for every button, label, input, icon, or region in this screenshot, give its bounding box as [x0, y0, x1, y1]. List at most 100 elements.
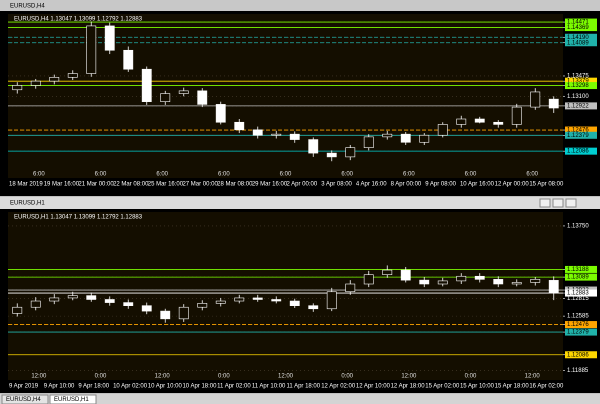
x-tick-label: 12 Apr 00:00	[495, 182, 530, 188]
x-tick-label: 9 Apr 2019	[9, 384, 39, 390]
candle-body	[289, 133, 300, 140]
tab-label[interactable]: EURUSD,H1	[54, 397, 89, 403]
y-tick-label: 1.11885	[567, 368, 589, 374]
chart-title: EURUSD,H1 1.13047 1.13099 1.12792 1.1288…	[14, 215, 143, 221]
y-tick-label: 1.14190	[567, 35, 589, 41]
candle-body	[104, 299, 115, 303]
price-box	[565, 265, 597, 273]
x-tick-label: 3 Apr 08:00	[321, 182, 352, 188]
period-label: 12:00	[278, 374, 294, 380]
period-label: 6:00	[95, 172, 107, 178]
candle-body	[234, 297, 245, 302]
price-box	[565, 33, 597, 41]
x-tick-label: 12 Apr 10:00	[356, 384, 391, 390]
y-tick-label: 1.13100	[567, 94, 589, 100]
x-tick-label: 15 Apr 02:00	[425, 384, 460, 390]
period-label: 6:00	[156, 172, 168, 178]
period-label: 12:00	[525, 374, 541, 380]
candle-body	[363, 136, 374, 148]
y-tick-label: 1.14369	[567, 25, 589, 31]
y-tick-label: 1.12379	[567, 133, 589, 139]
y-tick-label: 1.12883	[567, 291, 589, 297]
period-label: 6:00	[465, 172, 477, 178]
period-label: 12:00	[155, 374, 171, 380]
close-button[interactable]	[565, 198, 577, 208]
x-tick-label: 10 Apr 02:00	[113, 384, 148, 390]
x-tick-label: 11 Apr 10:00	[252, 384, 286, 390]
candle-body	[86, 295, 97, 300]
period-label: 0:00	[95, 374, 107, 380]
period-label: 12:00	[31, 374, 47, 380]
y-tick-label: 1.14471	[567, 20, 589, 26]
candle-body	[104, 25, 115, 51]
candle-body	[141, 305, 152, 312]
x-tick-label: 15 Apr 10:00	[460, 384, 495, 390]
price-box	[565, 273, 597, 281]
y-tick-label: 1.12086	[567, 352, 589, 358]
candle-body	[345, 147, 356, 158]
candle-body	[345, 283, 356, 293]
candle-body	[252, 129, 263, 136]
x-tick-label: 15 Apr 18:00	[495, 384, 530, 390]
candle-body	[12, 306, 23, 314]
candle-body	[271, 299, 282, 302]
x-tick-label: 2 Apr 00:00	[287, 182, 318, 188]
price-box	[565, 289, 597, 297]
price-box	[565, 351, 597, 359]
x-tick-label: 9 Apr 08:00	[425, 182, 456, 188]
y-tick-label: 1.12086	[567, 149, 589, 155]
period-label: 0:00	[465, 374, 477, 380]
x-tick-label: 19 Mar 16:00	[44, 182, 80, 188]
candle-body	[326, 152, 337, 158]
y-tick-label: 1.14089	[567, 40, 589, 46]
candle-body	[437, 280, 448, 285]
title-bar	[0, 197, 600, 209]
candle-body	[382, 269, 393, 276]
y-tick-label: 1.12922	[567, 103, 589, 109]
y-tick-label: 1.13089	[567, 275, 589, 281]
x-tick-label: 9 Apr 18:00	[78, 384, 109, 390]
price-box	[565, 126, 597, 134]
price-box	[565, 82, 597, 90]
x-tick-label: 22 Mar 08:00	[113, 182, 149, 188]
period-label: 12:00	[401, 374, 417, 380]
candle-body	[493, 279, 504, 285]
y-tick-label: 1.13298	[567, 83, 589, 89]
candle-body	[548, 280, 559, 294]
candle-body	[215, 300, 226, 304]
candle-body	[160, 93, 171, 102]
x-tick-label: 16 Apr 02:00	[529, 384, 564, 390]
candle-body	[30, 300, 41, 308]
price-box	[565, 77, 597, 85]
tab-label[interactable]: EURUSD,H4	[6, 397, 41, 403]
price-box	[565, 39, 597, 47]
x-tick-label: 27 Mar 00:00	[182, 182, 218, 188]
x-tick-label: 12 Apr 18:00	[391, 384, 426, 390]
maximize-button[interactable]	[552, 198, 564, 208]
minimize-button[interactable]	[539, 198, 551, 208]
candle-body	[493, 121, 504, 125]
candle-body	[511, 282, 522, 285]
x-tick-label: 28 Mar 08:00	[217, 182, 253, 188]
candle-body	[252, 297, 263, 300]
candle-body	[49, 297, 60, 302]
candle-body	[289, 300, 300, 306]
candle-body	[474, 275, 485, 280]
candle-body	[49, 77, 60, 82]
candle-body	[30, 80, 41, 86]
price-box	[565, 24, 597, 32]
candle-body	[123, 302, 134, 306]
tab[interactable]	[49, 394, 97, 404]
y-tick-label: 1.12476	[567, 128, 589, 134]
period-label: 6:00	[403, 172, 415, 178]
candle-body	[326, 291, 337, 310]
price-box	[565, 131, 597, 139]
tab[interactable]	[1, 394, 49, 404]
y-tick-label: 1.12585	[567, 314, 589, 320]
x-tick-label: 29 Mar 16:00	[252, 182, 288, 188]
candle-body	[197, 90, 208, 105]
candle-body	[12, 85, 23, 91]
x-tick-label: 25 Mar 16:00	[148, 182, 184, 188]
y-tick-label: 1.12815	[567, 296, 589, 302]
